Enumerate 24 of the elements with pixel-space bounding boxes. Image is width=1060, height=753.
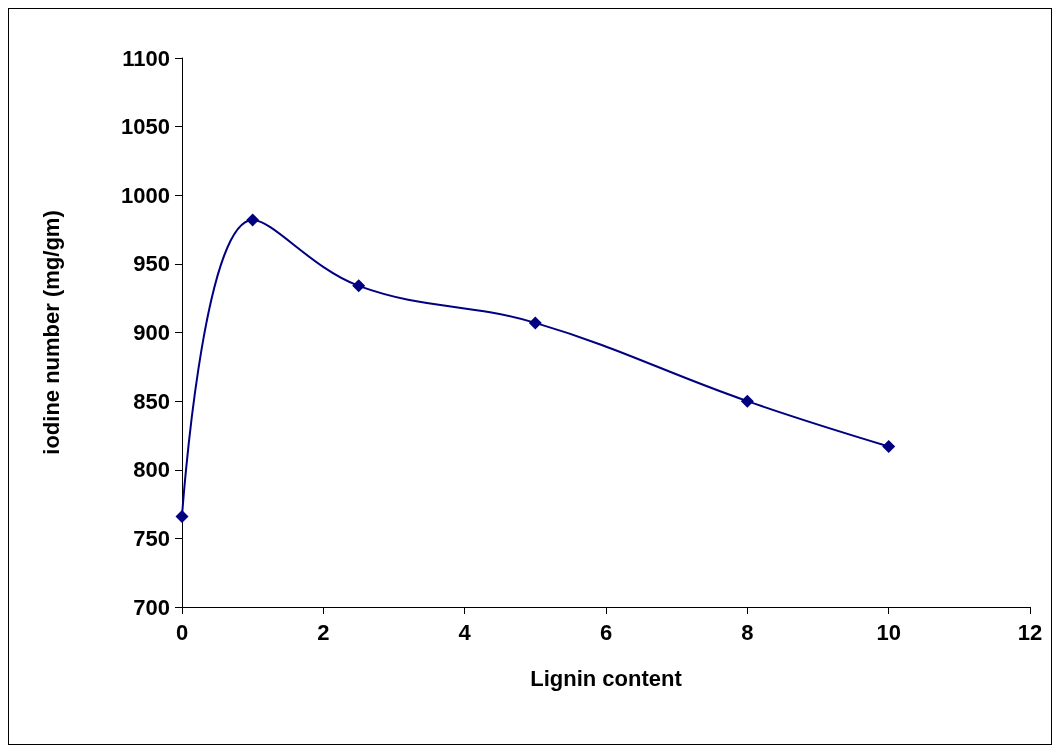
point [740, 394, 754, 408]
x-tick-label: 12 [1017, 619, 1043, 645]
y-tick-label: 750 [133, 525, 170, 551]
y-tick-label: 1000 [121, 182, 170, 208]
point [882, 439, 896, 453]
y-tick-label: 950 [133, 251, 170, 277]
x-tick-label: 0 [175, 619, 189, 645]
y-tick-label: 850 [133, 388, 170, 414]
point [528, 316, 542, 330]
y-tick-label: 1100 [122, 45, 170, 71]
x-tick-label: 10 [876, 619, 901, 645]
x-axis-title: Lignin content [530, 665, 683, 691]
y-tick-label: 800 [133, 457, 170, 483]
y-tick-label: 900 [133, 320, 170, 345]
x-tick-label: 4 [458, 619, 472, 645]
x-tick-label: 6 [599, 619, 613, 645]
point [246, 213, 260, 227]
point [352, 279, 366, 293]
x-tick-label: 2 [317, 619, 330, 645]
x-tick-label: 8 [741, 619, 754, 645]
y-tick-label: 700 [133, 594, 170, 620]
y-tick-label: 1050 [121, 114, 170, 140]
point [175, 509, 189, 523]
y-axis-title: iodine number (mg/gm) [38, 210, 64, 455]
